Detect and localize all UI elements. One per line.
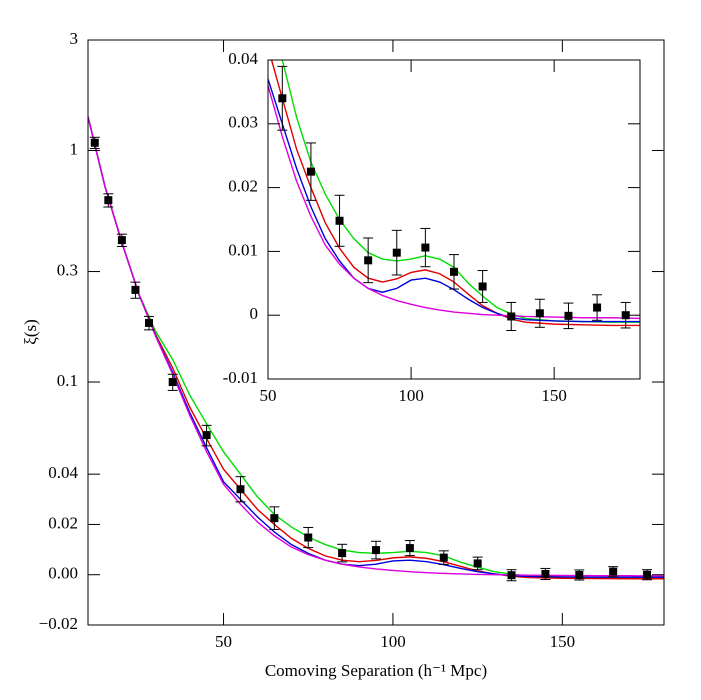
- data-point: [236, 485, 245, 494]
- y-tick-label: -0.01: [223, 368, 258, 387]
- data-point: [372, 546, 380, 555]
- data-point: [278, 94, 287, 103]
- x-tick-label: 50: [260, 386, 277, 405]
- y-tick-label: 0.04: [48, 463, 78, 482]
- y-tick-label: 0.3: [57, 260, 78, 279]
- data-point: [507, 571, 516, 580]
- data-point: [144, 318, 153, 327]
- plot-frame: [87, 39, 665, 626]
- data-point: [270, 514, 279, 523]
- y-axis-label: ξ(s): [21, 319, 40, 345]
- data-point: [564, 311, 573, 320]
- y-tick-label: 0.1: [57, 371, 78, 390]
- data-point: [621, 311, 630, 320]
- data-point: [104, 196, 113, 205]
- y-tick-label: 0.04: [228, 49, 258, 68]
- y-tick-label: 1: [70, 139, 79, 158]
- data-point: [593, 303, 602, 312]
- data-point: [609, 567, 618, 576]
- data-point: [478, 282, 487, 291]
- data-point: [507, 312, 516, 321]
- plot-content: [268, 60, 640, 332]
- y-tick-label: 0.01: [228, 240, 258, 259]
- model-curve: [268, 85, 640, 320]
- data-point: [90, 138, 99, 147]
- model-curve: [268, 78, 640, 323]
- model-curve: [270, 60, 640, 327]
- data-point: [306, 167, 315, 176]
- data-point: [304, 533, 313, 542]
- x-tick-label: 50: [215, 632, 232, 651]
- plot-content: [88, 116, 664, 582]
- data-point: [131, 285, 140, 294]
- data-point: [643, 570, 652, 579]
- x-tick-label: 150: [541, 386, 567, 405]
- data-point: [168, 378, 177, 387]
- plot-frame: [267, 59, 641, 380]
- data-point: [535, 309, 544, 318]
- data-point: [439, 553, 448, 562]
- plot-area: [268, 60, 640, 379]
- y-tick-label: 0.02: [228, 177, 258, 196]
- data-point: [575, 570, 584, 579]
- y-tick-label: 0.02: [48, 513, 78, 532]
- data-point: [364, 256, 373, 265]
- data-point: [202, 431, 211, 440]
- data-point: [541, 569, 550, 578]
- y-tick-label: 0: [250, 304, 259, 323]
- data-point: [450, 267, 458, 276]
- data-point: [392, 248, 401, 257]
- x-tick-label: 150: [550, 632, 576, 651]
- x-axis-label: Comoving Separation (h⁻¹ Mpc): [265, 661, 487, 680]
- y-tick-label: 0.03: [228, 113, 258, 132]
- data-point: [335, 216, 344, 225]
- x-tick-label: 100: [380, 632, 406, 651]
- x-tick-label: 100: [398, 386, 424, 405]
- data-point: [421, 243, 430, 252]
- data-point: [117, 236, 126, 245]
- data-point: [473, 559, 482, 568]
- data-point: [405, 544, 414, 553]
- y-tick-label: 0.00: [48, 564, 78, 583]
- data-point: [338, 549, 347, 558]
- y-tick-label: 3: [70, 29, 79, 48]
- y-tick-label: −0.02: [39, 614, 78, 633]
